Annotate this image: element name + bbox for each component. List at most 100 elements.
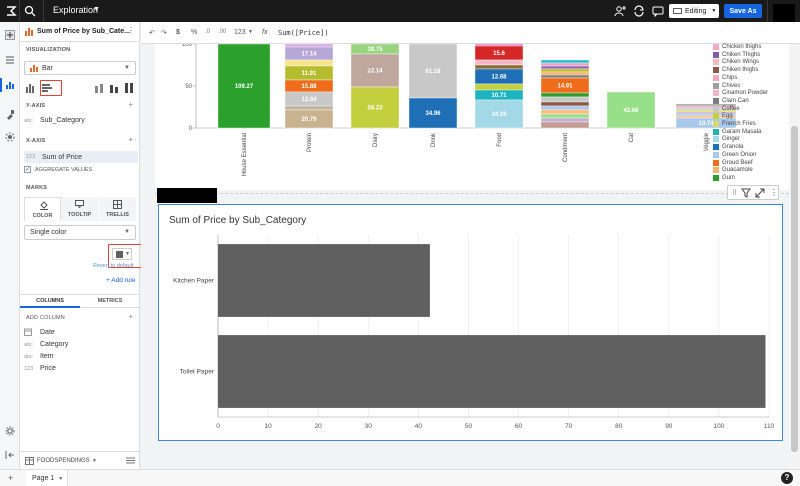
column-item[interactable]: 123 Price	[24, 365, 56, 372]
chart-type-select[interactable]: Bar ▼	[24, 61, 136, 75]
collapse-panel-icon[interactable]	[5, 450, 15, 460]
redo-icon[interactable]: ↷	[161, 30, 167, 37]
legend-item[interactable]: Chiken Thighs	[713, 51, 760, 58]
add-user-icon[interactable]	[614, 5, 626, 17]
column-item[interactable]: abc Item	[24, 353, 54, 360]
stacked-bar-segment	[474, 44, 524, 47]
comment-icon[interactable]	[652, 5, 664, 17]
drag-handle-icon[interactable]: ⠿	[732, 190, 738, 197]
column-item[interactable]: Date	[24, 328, 55, 336]
stacked-bar-chart-card[interactable]: 100 50 0 109.27 17.14 11.91 15.88 12.84 20.79 39.…	[155, 44, 789, 190]
add-element-icon[interactable]	[5, 30, 15, 40]
scrollbar-thumb[interactable]	[791, 126, 798, 452]
tooltip-icon	[75, 200, 84, 208]
list-view-icon[interactable]	[126, 456, 135, 465]
search-icon[interactable]	[24, 5, 36, 17]
legend-item[interactable]: Coffee	[713, 105, 740, 112]
save-as-button[interactable]: Save As	[724, 4, 762, 18]
legend-item[interactable]: Granola	[713, 144, 743, 151]
legend-item[interactable]: Chiken thighs	[713, 67, 758, 74]
x-tick-label: 10	[264, 423, 272, 430]
format-brush-icon[interactable]	[5, 110, 15, 120]
legend-item[interactable]: Cinamon Powder	[713, 90, 768, 97]
y-tick-label: 0	[189, 126, 193, 132]
data-label: 20.79	[301, 117, 317, 123]
legend-item[interactable]: Chips	[713, 74, 737, 81]
column-item[interactable]: abc Category	[24, 341, 68, 348]
y-tick-label: Kitchen Paper	[173, 278, 215, 285]
vertical-bar-icon[interactable]	[25, 83, 35, 93]
undo-icon[interactable]: ↶	[149, 30, 155, 37]
legend-item[interactable]: Clam Can	[713, 97, 749, 104]
refresh-icon[interactable]	[633, 5, 645, 17]
stacked-icon[interactable]	[109, 83, 119, 93]
aggregate-values-toggle[interactable]: ✓ AGGREGATE VALUES	[24, 166, 92, 173]
data-label: 42.68	[623, 108, 639, 114]
legend-item[interactable]: Green Onion	[713, 151, 756, 158]
y-tick-label: 100	[182, 44, 193, 48]
chevron-down-icon[interactable]: ▼	[92, 458, 97, 464]
legend-item[interactable]: Groud Beef	[713, 159, 753, 166]
percent-format-button[interactable]: %	[191, 29, 198, 36]
editing-mode-button[interactable]: Editing ▼	[669, 4, 719, 18]
legend-label: Clam Can	[722, 97, 749, 104]
legend-item[interactable]: Egg	[713, 113, 733, 120]
element-properties-icon[interactable]	[5, 80, 15, 90]
color-picker-button[interactable]: ▼	[112, 248, 132, 260]
stacked-percent-icon[interactable]	[124, 83, 134, 93]
currency-format-icon[interactable]: $	[176, 29, 180, 36]
formula-input[interactable]: Sum([Price])	[278, 29, 329, 37]
legend-item[interactable]: Guacamole	[713, 167, 753, 174]
x-tick-label: 100	[713, 423, 724, 430]
data-source-name[interactable]: FOODSPENDINGS	[37, 458, 90, 464]
horizontal-bar-icon[interactable]	[42, 83, 52, 93]
checkbox-icon[interactable]: ✓	[24, 166, 31, 173]
bar-chart-card[interactable]: Sum of Price by Sub_Category 0 10 20 30 40 50…	[158, 204, 783, 441]
stack-none-icon[interactable]	[94, 83, 104, 93]
legend-item[interactable]: Gum	[713, 174, 735, 181]
legend-swatch	[713, 128, 719, 135]
workbook-title[interactable]: Exploration	[53, 5, 99, 15]
chevron-down-icon[interactable]: ▼	[248, 29, 253, 35]
tab-color[interactable]: COLOR	[24, 197, 61, 221]
workbook-menu-chevron-icon[interactable]: ▼	[93, 6, 100, 13]
panel-header: Sum of Price by Sub_Cate... ⋮	[20, 22, 140, 42]
sigma-logo-icon[interactable]	[5, 5, 17, 17]
x-axis-field[interactable]: 123 Sum of Price	[24, 151, 138, 163]
page-tab[interactable]: Page 1 ▼	[26, 470, 68, 486]
monitor-icon	[673, 7, 682, 14]
add-page-icon[interactable]: +	[8, 473, 14, 483]
legend-item[interactable]: Chicken thighs	[713, 44, 761, 50]
legend-item[interactable]: Chiken Wings	[713, 59, 759, 66]
help-icon[interactable]: ?	[781, 472, 793, 484]
stacked-bar-segment	[350, 86, 400, 129]
add-rule-link[interactable]: + Add rule	[106, 277, 136, 284]
legend-swatch	[713, 136, 719, 143]
settings-gear-icon[interactable]	[5, 426, 15, 436]
decimal-decrease-icon[interactable]: .0	[205, 29, 211, 35]
number-format-button[interactable]: 123	[234, 29, 246, 36]
tab-tooltip[interactable]: TOOLTIP	[61, 197, 98, 221]
add-column-icon[interactable]: +	[128, 312, 133, 321]
revert-to-default-link[interactable]: Revert to default	[93, 263, 134, 269]
more-options-icon[interactable]: ⋮	[127, 26, 135, 35]
legend-item[interactable]: Ginger	[713, 136, 740, 143]
expand-icon[interactable]	[755, 188, 765, 198]
legend-item[interactable]: Chives	[713, 82, 740, 89]
tab-metrics[interactable]: METRICS	[97, 298, 123, 304]
y-axis-field[interactable]: abc Sub_Category	[24, 117, 85, 124]
add-y-axis-icon[interactable]: +	[128, 100, 133, 109]
stacked-bar-segment	[540, 109, 590, 115]
add-x-axis-icon[interactable]: +	[128, 135, 133, 144]
tab-trellis[interactable]: TRELLIS	[99, 197, 136, 221]
color-mode-select[interactable]: Single color ▼	[24, 225, 136, 240]
more-options-icon[interactable]: ⋮	[770, 188, 778, 197]
element-title[interactable]: Sum of Price by Sub_Cate...	[37, 28, 130, 35]
layers-icon[interactable]	[5, 55, 15, 65]
actions-icon[interactable]	[5, 132, 15, 142]
legend-item[interactable]: Garam Masala	[713, 128, 761, 135]
filter-icon[interactable]	[741, 188, 751, 198]
decimal-increase-icon[interactable]: .00	[218, 29, 227, 35]
tab-columns[interactable]: COLUMNS	[20, 295, 80, 308]
legend-item[interactable]: French Fries	[713, 121, 756, 127]
